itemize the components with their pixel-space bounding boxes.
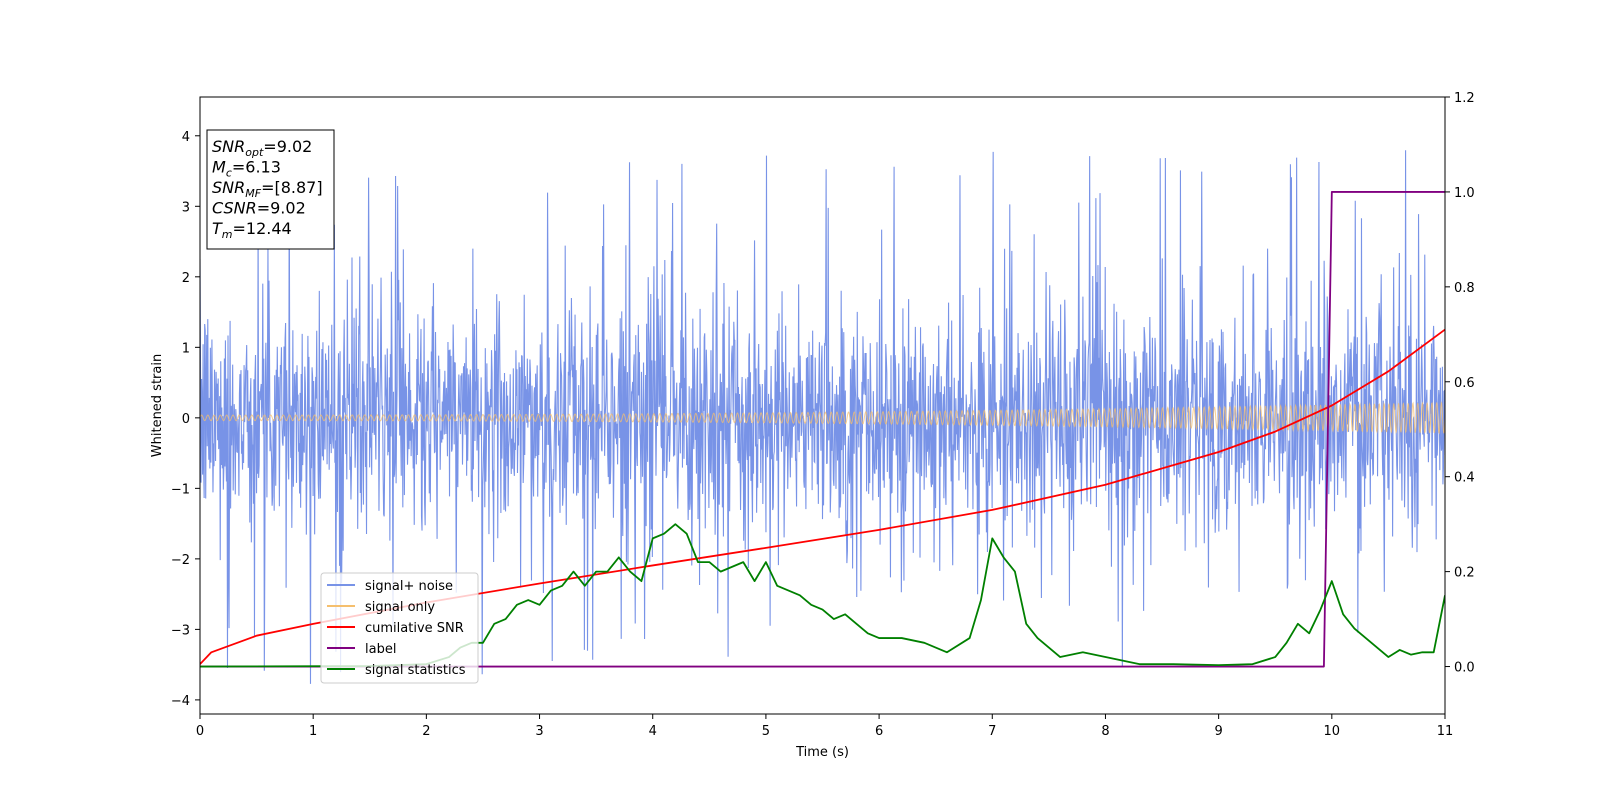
y-axis-title: Whitened strain xyxy=(150,354,165,457)
info-line: Tm=12.44 xyxy=(212,219,292,241)
x-tick-label: 5 xyxy=(762,724,770,739)
y2-tick-label: 0.8 xyxy=(1454,281,1475,296)
legend-label-cumilative-snr: cumilative SNR xyxy=(365,621,464,636)
series-line-signal-only xyxy=(200,401,1445,435)
plot-area xyxy=(200,150,1445,684)
y-tick-label: −3 xyxy=(171,623,190,638)
series-line-signal-noise xyxy=(200,150,1445,684)
x-tick-label: 1 xyxy=(309,724,317,739)
legend-label-signal-noise: signal+ noise xyxy=(365,579,453,594)
series-line-label xyxy=(200,191,1445,668)
plot-frame xyxy=(199,96,1446,715)
info-line: SNRMF=[8.87] xyxy=(212,178,323,200)
axes: 0 1 2 3 4 5 6 7 8 9 10 11 −4 −3 −2 −1 0 1 2 3 4 0.0 0.2 0.4 0.6 0… xyxy=(150,91,1475,760)
info-line: Mc=6.13 xyxy=(212,158,281,180)
x-tick-label: 11 xyxy=(1437,724,1454,739)
x-tick-label: 3 xyxy=(535,724,543,739)
y-tick-label: −4 xyxy=(171,694,190,709)
info-line: SNRopt=9.02 xyxy=(212,137,312,159)
series-line-cumilative-snr xyxy=(200,328,1445,665)
y-tick-label: 2 xyxy=(182,271,190,286)
x-tick-label: 4 xyxy=(649,724,657,739)
info-line: CSNR=9.02 xyxy=(212,199,306,218)
y2-tick-label: 0.6 xyxy=(1454,376,1475,391)
info-box: SNRopt=9.02Mc=6.13SNRMF=[8.87]CSNR=9.02T… xyxy=(206,129,335,250)
y-tick-label: 3 xyxy=(182,200,190,215)
x-tick-label: 0 xyxy=(196,724,204,739)
legend-frame xyxy=(320,572,479,684)
legend-label-signal-statistics: signal statistics xyxy=(365,663,466,678)
x-tick-label: 7 xyxy=(988,724,996,739)
x-tick-label: 9 xyxy=(1214,724,1222,739)
x-tick-label: 10 xyxy=(1324,724,1341,739)
x-tick-label: 8 xyxy=(1101,724,1109,739)
y2-tick-label: 0.4 xyxy=(1454,471,1475,486)
series-line-signal-statistics xyxy=(200,523,1445,668)
legend-label-label: label xyxy=(365,642,396,657)
y2-tick-label: 0.0 xyxy=(1454,661,1475,676)
x-axis-title: Time (s) xyxy=(795,745,849,760)
y2-tick-label: 0.2 xyxy=(1454,566,1475,581)
y-tick-label: 0 xyxy=(182,412,190,427)
y2-tick-label: 1.2 xyxy=(1454,91,1475,106)
x-tick-label: 2 xyxy=(422,724,430,739)
info-box-frame xyxy=(206,129,335,250)
y-tick-label: −1 xyxy=(171,482,190,497)
y-tick-label: 4 xyxy=(182,130,190,145)
x-tick-label: 6 xyxy=(875,724,883,739)
legend-label-signal-only: signal only xyxy=(365,600,435,615)
y-tick-label: −2 xyxy=(171,553,190,568)
y-tick-label: 1 xyxy=(182,341,190,356)
legend: signal+ noise signal only cumilative SNR la… xyxy=(320,572,479,684)
y2-tick-label: 1.0 xyxy=(1454,186,1475,201)
